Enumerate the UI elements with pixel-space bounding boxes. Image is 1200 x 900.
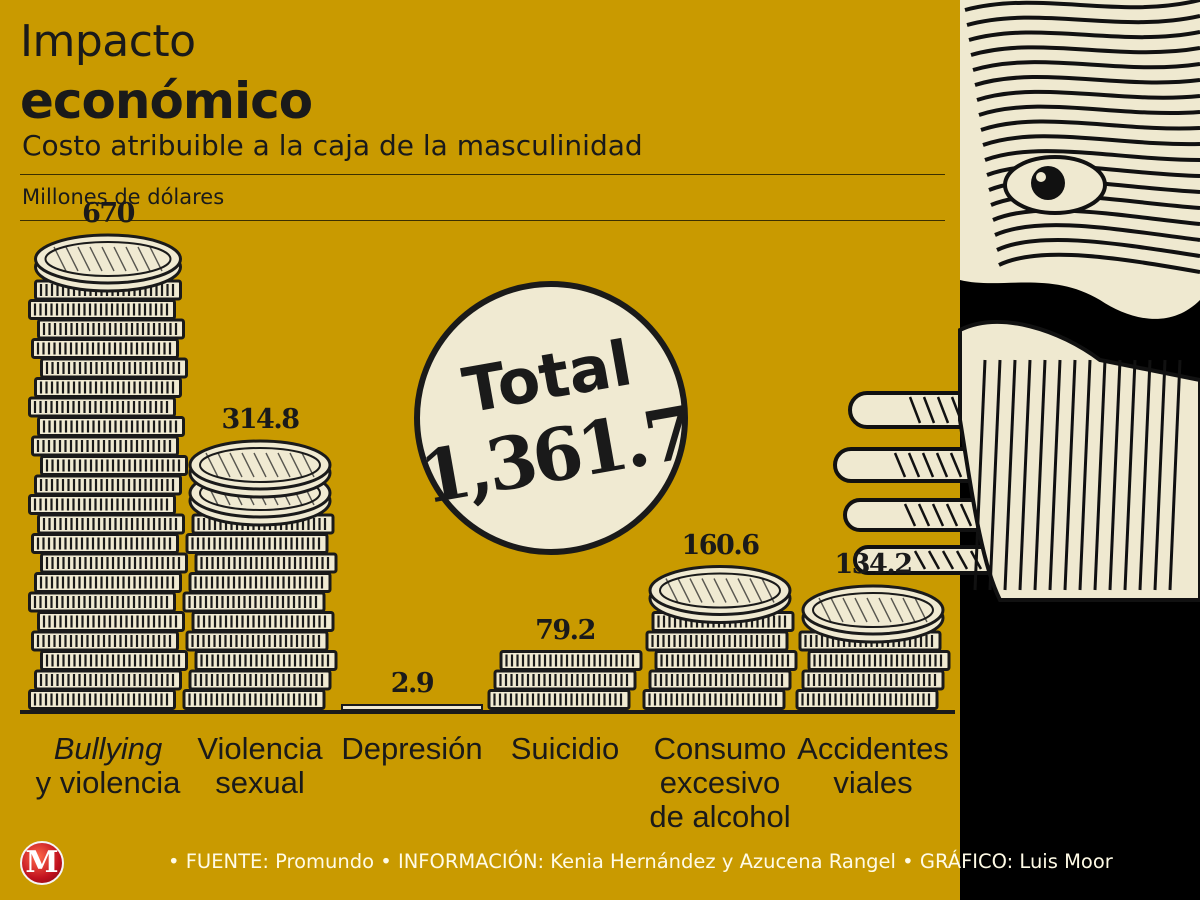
bar-6 — [795, 584, 951, 710]
value-label-2: 314.8 — [221, 404, 300, 435]
value-label-5: 160.6 — [681, 529, 760, 561]
category-label-line: Consumo — [653, 731, 787, 766]
value-label-4: 79.2 — [535, 614, 596, 646]
divider-top — [20, 174, 945, 175]
category-label-line: sexual — [215, 765, 305, 800]
category-label-1: Bullying y violencia — [18, 732, 198, 800]
category-label-line: excesivo — [659, 765, 781, 800]
footer-credits: • FUENTE: Promundo • INFORMACIÓN: Kenia … — [168, 850, 1113, 873]
divider-bottom — [20, 220, 945, 221]
bar-3 — [341, 704, 483, 711]
value-label-1: 670 — [82, 198, 135, 229]
category-label-3: Depresión — [322, 732, 502, 766]
peeking-face-illustration — [960, 0, 1200, 319]
bar-4 — [487, 650, 643, 710]
value-label-6: 134.2 — [834, 549, 913, 580]
category-label-6: Accidentes viales — [783, 732, 963, 800]
milenio-logo: M — [20, 841, 64, 885]
illustration-panel — [833, 0, 1200, 900]
category-label-line: Violencia — [197, 731, 323, 766]
bar-2 — [182, 439, 338, 710]
category-label-line: de alcohol — [649, 799, 791, 834]
category-label-5: Consumo excesivo de alcohol — [630, 732, 810, 834]
title-line-2: económico — [20, 72, 313, 130]
category-label-2: Violencia sexual — [170, 732, 350, 800]
bar-5 — [642, 565, 798, 710]
category-label-line: Bullying — [53, 731, 163, 766]
subtitle: Costo atribuible a la caja de la masculi… — [22, 129, 643, 162]
category-label-line: Depresión — [341, 731, 483, 766]
units-label: Millones de dólares — [22, 185, 225, 209]
category-label-4: Suicidio — [475, 732, 655, 766]
category-label-line: Suicidio — [510, 731, 620, 766]
hand-illustration — [833, 320, 1200, 602]
bar-1 — [28, 233, 188, 710]
category-label-line: Accidentes — [797, 731, 949, 766]
title-line-1: Impacto — [20, 16, 196, 67]
category-label-line: viales — [833, 765, 913, 800]
value-label-3: 2.9 — [390, 668, 435, 699]
chart-baseline — [20, 710, 955, 714]
category-label-line: y violencia — [35, 765, 181, 800]
